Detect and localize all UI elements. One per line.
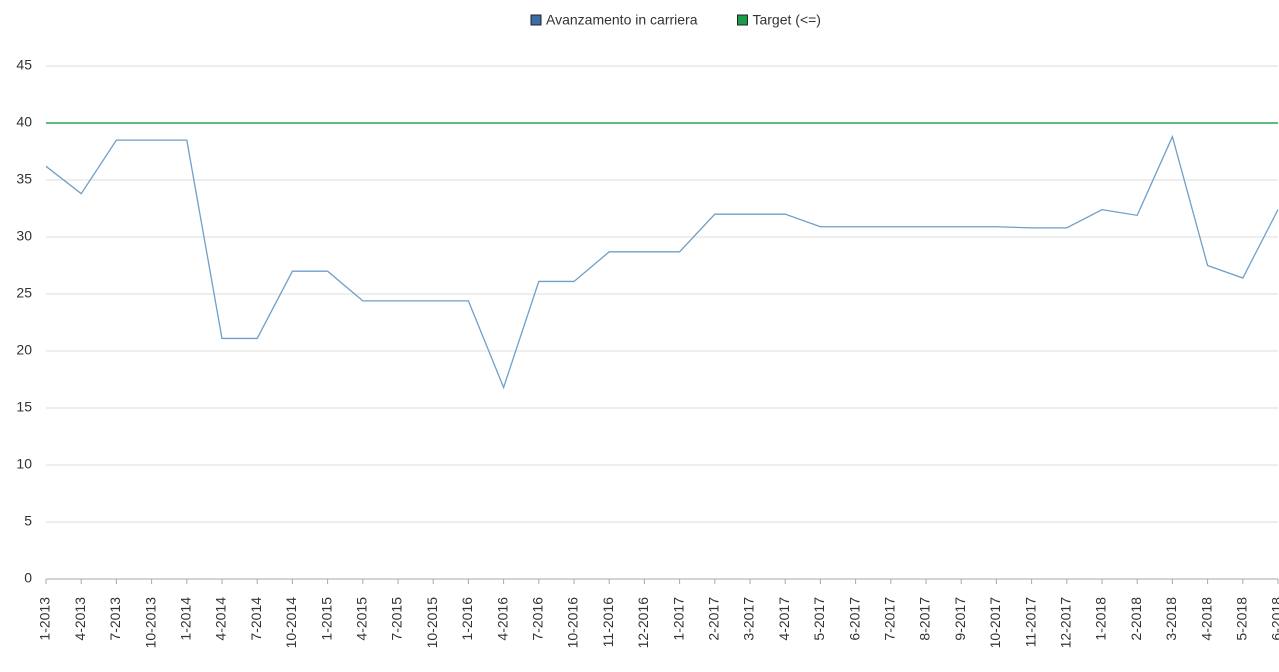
x-tick-label: 2-2018: [1128, 597, 1144, 641]
series-line: [45, 134, 1279, 390]
y-tick-label: 35: [16, 171, 32, 187]
legend-swatch: [736, 14, 748, 26]
legend-swatch: [530, 14, 542, 26]
x-tick-label: 6-2018: [1269, 597, 1279, 641]
x-tick-label: 1-2015: [318, 597, 334, 641]
x-tick-label: 10-2016: [565, 597, 581, 649]
x-tick-label: 8-2017: [917, 597, 933, 641]
y-tick-label: 40: [16, 114, 32, 130]
x-tick-label: 11-2017: [1022, 597, 1038, 648]
x-tick-label: 7-2015: [389, 597, 405, 641]
x-tick-label: 4-2018: [1198, 597, 1214, 641]
x-tick-label: 7-2014: [248, 597, 264, 641]
y-tick-label: 45: [16, 57, 32, 73]
x-tick-label: 4-2013: [72, 597, 88, 641]
x-tick-label: 12-2017: [1058, 597, 1074, 649]
x-tick-label: 1-2018: [1093, 597, 1109, 641]
x-tick-label: 7-2013: [107, 597, 123, 641]
x-tick-label: 1-2014: [178, 597, 194, 641]
x-tick-label: 10-2013: [142, 597, 158, 649]
x-tick-label: 11-2016: [600, 597, 616, 648]
y-tick-label: 30: [16, 228, 32, 244]
x-tick-label: 3-2017: [741, 597, 757, 641]
x-tick-label: 6-2017: [846, 597, 862, 641]
x-tick-label: 10-2017: [987, 597, 1003, 649]
x-tick-label: 4-2014: [213, 597, 229, 641]
y-tick-label: 5: [24, 513, 32, 529]
x-tick-label: 1-2013: [37, 597, 53, 641]
legend-label: Target (<=): [752, 12, 820, 28]
legend-label: Avanzamento in carriera: [546, 12, 698, 28]
x-tick-label: 9-2017: [952, 597, 968, 641]
x-tick-label: 7-2016: [530, 597, 546, 641]
x-tick-label: 4-2015: [354, 597, 370, 641]
x-tick-label: 7-2017: [882, 597, 898, 641]
x-tick-label: 5-2017: [811, 597, 827, 641]
y-tick-label: 20: [16, 342, 32, 358]
x-tick-label: 4-2017: [776, 597, 792, 641]
y-tick-label: 25: [16, 285, 32, 301]
y-tick-label: 10: [16, 456, 32, 472]
x-tick-label: 10-2015: [424, 597, 440, 649]
x-tick-label: 10-2014: [283, 597, 299, 649]
y-tick-label: 0: [24, 570, 32, 586]
x-tick-label: 1-2016: [459, 597, 475, 641]
x-tick-label: 1-2017: [670, 597, 686, 641]
x-tick-label: 12-2016: [635, 597, 651, 649]
x-tick-label: 5-2018: [1234, 597, 1250, 641]
x-tick-label: 4-2016: [494, 597, 510, 641]
x-tick-label: 2-2017: [706, 597, 722, 641]
y-tick-label: 15: [16, 399, 32, 415]
x-tick-label: 3-2018: [1163, 597, 1179, 641]
